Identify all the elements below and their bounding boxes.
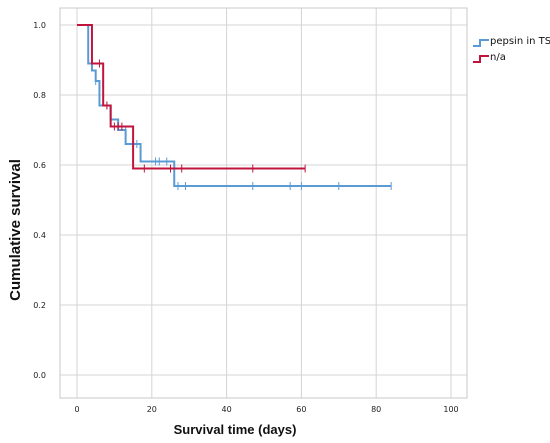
x-tick-label: 40	[222, 405, 232, 414]
x-tick-label: 0	[74, 405, 79, 414]
y-tick-label: 0.8	[33, 91, 46, 100]
y-axis-title: Cumulative survival	[7, 159, 24, 301]
x-tick-label: 80	[371, 405, 381, 414]
legend-label-na: n/a	[490, 52, 506, 63]
y-tick-label: 0.6	[33, 161, 46, 170]
x-tick-label: 20	[147, 405, 157, 414]
y-tick-labels: 0.0 0.2 0.4 0.6 0.8 1.0	[33, 21, 46, 380]
x-axis-title: Survival time (days)	[174, 422, 297, 437]
y-tick-label: 0.0	[33, 371, 46, 380]
legend-label-pepsin: pepsin in TS	[490, 36, 550, 47]
plot-frame	[59, 7, 468, 399]
series-group	[77, 24, 306, 173]
y-tick-label: 0.2	[33, 301, 46, 310]
x-tick-label: 100	[443, 405, 458, 414]
series-layer	[77, 24, 392, 190]
y-tick-label: 0.4	[33, 231, 46, 240]
legend-swatch-pepsin	[473, 39, 489, 47]
legend-swatch-na	[473, 55, 489, 63]
legend: pepsin in TS n/a	[473, 36, 550, 63]
grid-lines	[60, 8, 467, 398]
y-tick-label: 1.0	[33, 21, 46, 30]
x-tick-label: 60	[296, 405, 306, 414]
x-tick-labels: 0 20 40 60 80 100	[74, 405, 458, 414]
